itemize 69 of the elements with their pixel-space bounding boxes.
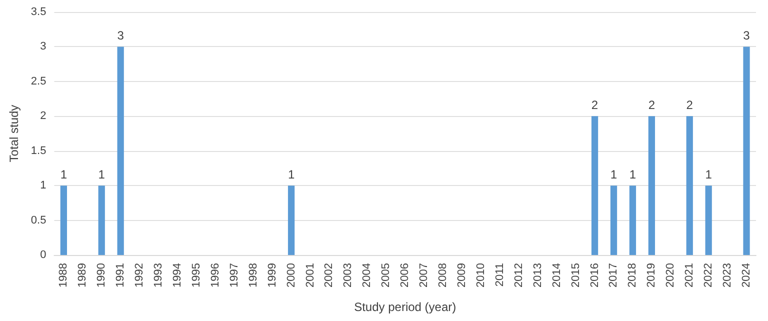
y-tick-label: 2.5: [30, 75, 46, 88]
bar: [98, 186, 105, 255]
x-tick-label: 2005: [380, 263, 392, 288]
data-label: 1: [610, 168, 618, 182]
y-tick-label: 2: [40, 110, 46, 122]
data-label: 3: [743, 28, 750, 43]
y-axis-title: Total study: [7, 104, 21, 162]
x-tick-label: 2002: [323, 263, 336, 288]
x-tick-label: 2022: [702, 263, 715, 288]
data-label: 1: [705, 168, 712, 182]
bar: [591, 116, 598, 255]
x-tick-label: 2020: [664, 263, 677, 288]
y-tick-label: 1.5: [30, 144, 46, 157]
bar: [117, 46, 124, 255]
x-tick-label: 2009: [456, 263, 468, 288]
x-tick-label: 1994: [171, 263, 184, 288]
y-tick-label: 3.5: [30, 6, 46, 18]
x-tick-label: 1997: [228, 263, 240, 288]
data-label: 2: [591, 98, 598, 112]
x-tick-label: 1991: [114, 263, 127, 288]
bar: [686, 116, 693, 255]
data-label: 2: [648, 98, 656, 112]
y-tick-label: 0: [40, 249, 46, 261]
bar: [705, 186, 712, 255]
x-tick-label: 2023: [722, 263, 734, 288]
x-tick-label: 2019: [646, 263, 658, 288]
x-tick-label: 2017: [608, 263, 620, 288]
bar: [629, 186, 636, 255]
y-tick-label: 3: [40, 40, 46, 53]
x-tick-label: 1996: [209, 263, 222, 288]
y-tick-label: 1: [40, 180, 46, 192]
bar: [288, 186, 295, 255]
x-tick-label: 1992: [134, 263, 146, 288]
x-tick-label: 2011: [494, 263, 506, 287]
x-tick-label: 1998: [247, 263, 260, 288]
x-tick-label: 2024: [740, 263, 753, 288]
data-label: 1: [98, 168, 106, 182]
x-tick-label: 1993: [152, 263, 165, 288]
x-tick-label: 1999: [266, 263, 278, 288]
x-tick-label: 2016: [588, 263, 601, 288]
bar: [60, 186, 67, 255]
x-tick-label: 1988: [58, 263, 70, 288]
data-label: 3: [117, 28, 124, 43]
x-axis-title: Study period (year): [354, 300, 456, 314]
x-tick-label: 2004: [361, 263, 374, 288]
x-tick-label: 2021: [684, 263, 696, 288]
x-tick-label: 2000: [285, 263, 298, 288]
data-label: 1: [629, 168, 636, 182]
x-tick-label: 2015: [570, 263, 582, 288]
x-tick-label: 2001: [304, 263, 316, 288]
bar: [648, 116, 655, 255]
bar: [610, 186, 618, 255]
x-tick-label: 2008: [437, 263, 450, 288]
bar: [743, 46, 750, 255]
x-tick-label: 1995: [190, 263, 202, 288]
x-tick-label: 2007: [418, 263, 430, 288]
x-tick-label: 2018: [626, 263, 639, 288]
data-label: 1: [60, 168, 68, 182]
y-tick-label: 0.5: [30, 214, 46, 226]
x-tick-label: 2013: [532, 263, 544, 288]
x-tick-label: 2003: [342, 263, 354, 288]
data-label: 1: [288, 168, 295, 182]
x-tick-label: 2006: [399, 263, 412, 288]
x-tick-label: 1989: [76, 263, 89, 288]
x-tick-label: 2014: [550, 263, 563, 288]
x-tick-label: 2012: [512, 263, 525, 288]
data-label: 2: [686, 98, 694, 112]
x-tick-label: 1990: [96, 263, 108, 288]
x-tick-label: 2010: [474, 263, 487, 288]
